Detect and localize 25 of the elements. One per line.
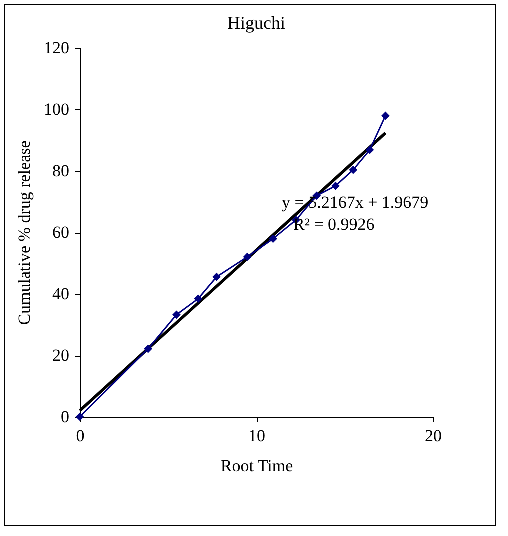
x-axis-title: Root Time bbox=[220, 456, 294, 476]
point bbox=[172, 310, 181, 320]
y-tick-label: 0 bbox=[61, 408, 70, 426]
y-tick-label: 80 bbox=[52, 162, 70, 180]
point bbox=[382, 112, 390, 120]
y-tick-label: 120 bbox=[44, 38, 70, 58]
point bbox=[332, 182, 340, 190]
x-tick-label: 10 bbox=[248, 426, 266, 446]
point bbox=[349, 166, 358, 174]
annotation: y = 5.2167x + 1.9679 bbox=[282, 192, 429, 212]
chart-title: Higuchi bbox=[228, 13, 286, 33]
y-tick-label: 60 bbox=[52, 223, 70, 242]
point bbox=[194, 294, 203, 304]
point bbox=[212, 272, 221, 282]
point bbox=[366, 146, 374, 154]
y-tick-label: 40 bbox=[52, 284, 70, 304]
point bbox=[243, 252, 252, 262]
annotation: R² = 0.9926 bbox=[294, 215, 375, 234]
point bbox=[269, 234, 278, 244]
y-axis-title: Cumulative % drug release bbox=[15, 140, 34, 326]
x-tick-label: 0 bbox=[76, 426, 85, 446]
point bbox=[144, 344, 152, 354]
x-tick-label: 20 bbox=[425, 426, 442, 446]
y-tick-label: 20 bbox=[52, 346, 70, 365]
y-tick-label: 100 bbox=[44, 100, 70, 119]
